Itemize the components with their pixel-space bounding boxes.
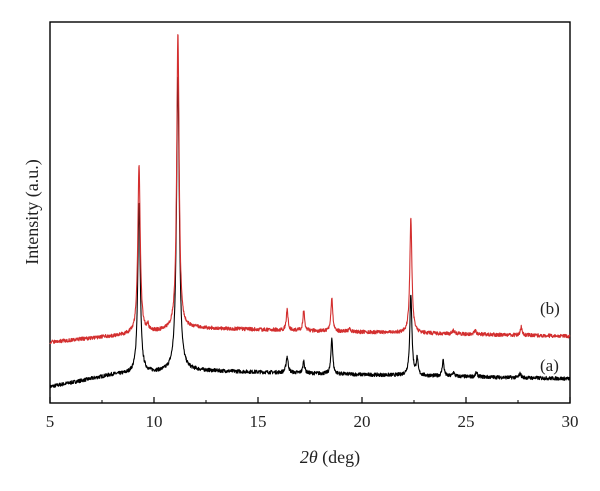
- series-line-a: [49, 76, 571, 389]
- plot-frame: [49, 21, 571, 404]
- series-layer: [49, 34, 571, 389]
- x-axis-label-var: 2θ: [300, 447, 318, 467]
- series-label-b: (b): [540, 299, 560, 318]
- x-tick-label: 30: [562, 412, 579, 431]
- series-label-a: (a): [540, 356, 559, 375]
- x-tick-label: 25: [458, 412, 475, 431]
- x-axis-label: 2θ (deg): [300, 447, 360, 468]
- x-tick-label: 15: [250, 412, 267, 431]
- x-axis-label-unit: (deg): [318, 447, 360, 468]
- x-tick-label: 10: [146, 412, 163, 431]
- x-ticks: 5 10 15 20 25 30: [46, 397, 579, 431]
- x-tick-label: 20: [354, 412, 371, 431]
- x-tick-label: 5: [46, 412, 55, 431]
- y-axis-label: Intensity (a.u.): [22, 159, 43, 264]
- series-line-b: [49, 34, 571, 345]
